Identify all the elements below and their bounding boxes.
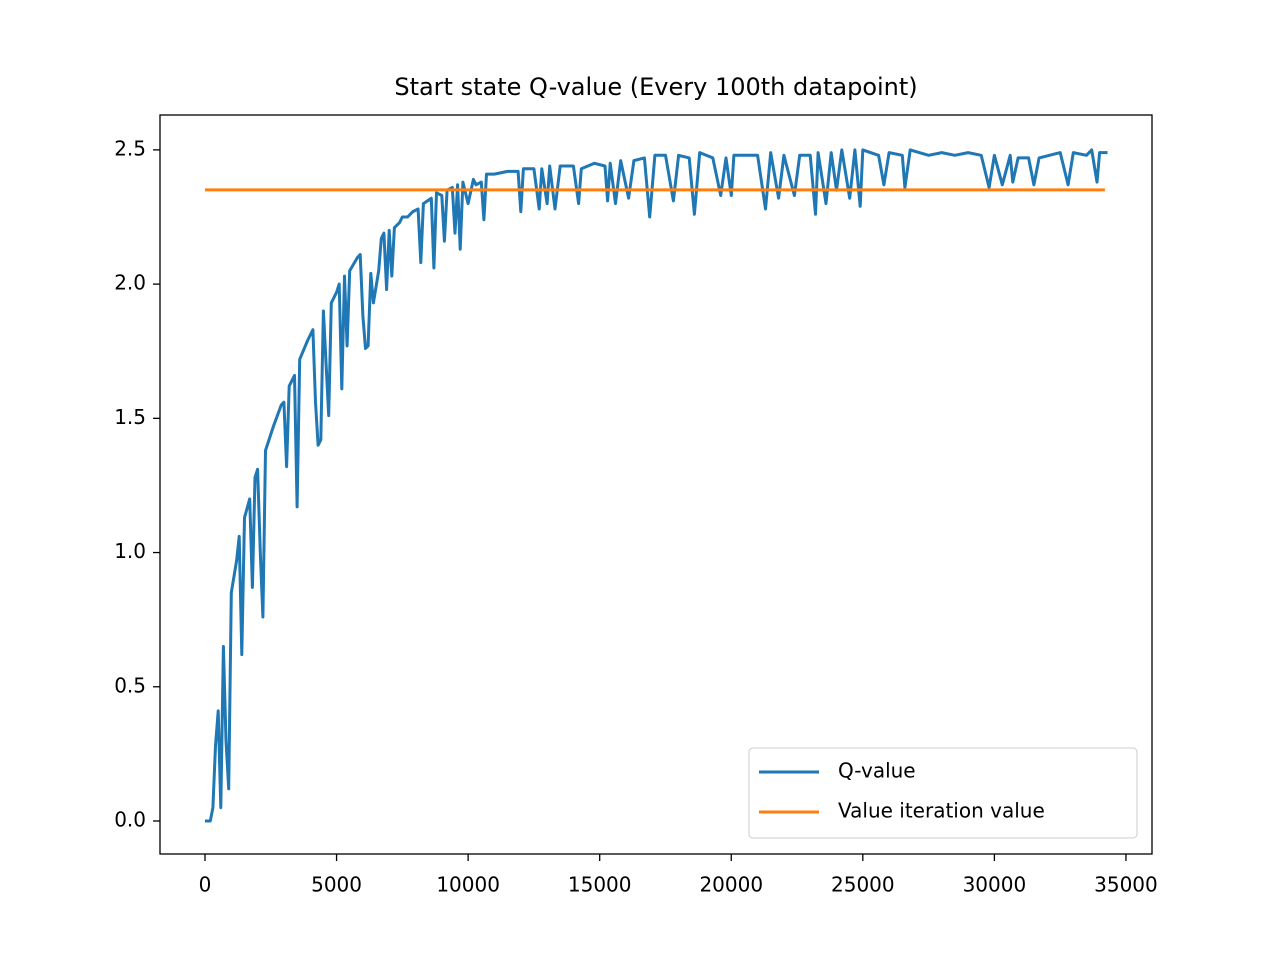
y-tick-label: 1.5	[114, 405, 146, 429]
x-tick-label: 5000	[311, 873, 362, 897]
legend-label: Value iteration value	[838, 799, 1045, 823]
x-tick-label: 25000	[831, 873, 895, 897]
chart-title: Start state Q-value (Every 100th datapoi…	[394, 73, 917, 101]
y-tick-label: 1.0	[114, 539, 146, 563]
series-line	[205, 148, 1108, 823]
legend-box	[748, 747, 1138, 839]
legend-label: Q-value	[838, 759, 916, 783]
x-tick-label: 0	[199, 873, 212, 897]
x-tick-label: 35000	[1094, 873, 1158, 897]
plot-area	[205, 148, 1108, 823]
y-tick-label: 2.5	[114, 136, 146, 160]
x-tick-label: 15000	[568, 873, 632, 897]
x-tick-label: 10000	[436, 873, 500, 897]
x-tick-label: 20000	[699, 873, 763, 897]
axes-frame	[159, 114, 1153, 855]
y-tick-label: 0.5	[114, 673, 146, 697]
y-tick-label: 0.0	[114, 807, 146, 831]
x-tick-label: 30000	[963, 873, 1027, 897]
y-tick-label: 2.0	[114, 271, 146, 295]
